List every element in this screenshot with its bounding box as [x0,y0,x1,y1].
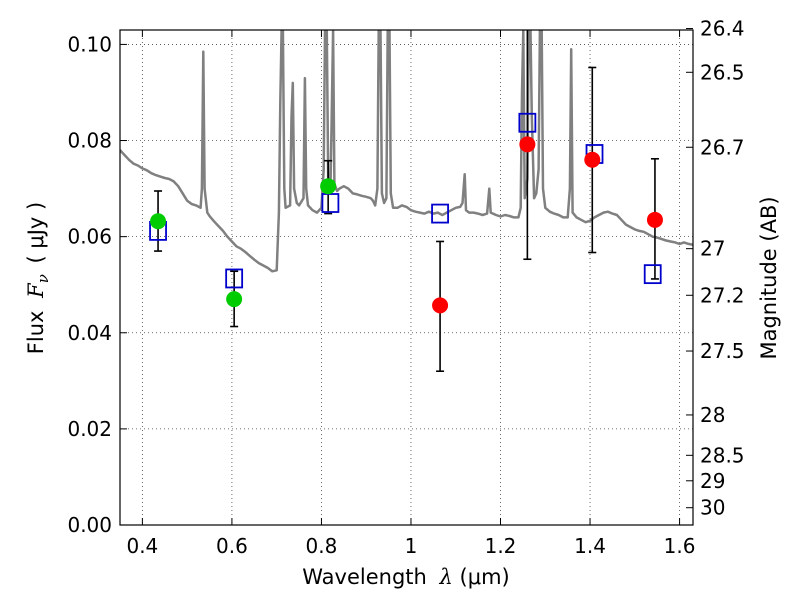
spectrum-layer [120,30,693,273]
magnitude-tick-label: 26.5 [700,60,745,84]
magnitude-tick-label: 28.5 [700,443,745,467]
magnitude-tick-label: 27 [700,237,725,261]
model-flux-square [431,203,449,224]
grid [120,30,693,526]
y-axis-label-symbol: F [24,282,48,299]
y-tick-label: 0.06 [67,225,112,249]
y-tick-label: 0.04 [67,321,112,345]
x-tick-label: 0.8 [306,534,338,558]
observed-flux-point [226,291,243,308]
y-axis-label-subscript: ν [34,274,52,283]
plot-background [120,30,693,525]
model-flux-square [643,264,662,285]
model-flux-square [321,193,340,213]
x-axis-label-symbol: λ [439,565,453,589]
x-axis-label-unit: (μm) [460,565,510,589]
marker-layer [149,112,663,314]
model-flux-square [225,268,244,289]
y-axis-label-unit: ( μJy ) [24,202,48,264]
x-axis-label: Wavelength λ (μm) [302,565,509,589]
magnitude-tick-label: 27.2 [700,283,745,307]
plot-frame [119,29,694,526]
y-tick-label: 0.10 [67,32,112,56]
x-tick-label: 0.6 [216,534,248,558]
observed-flux-point [584,151,601,168]
observed-flux-point [646,211,663,228]
x-tick-label: 1 [405,534,418,558]
model-flux-square [518,112,537,133]
magnitude-tick-label: 26.7 [700,135,745,159]
x-tick-label: 0.4 [126,534,158,558]
magnitude-tick-label: 27.5 [700,339,745,363]
x-axis-label-prefix: Wavelength [302,565,427,589]
magnitude-tick-label: 29 [700,469,725,493]
observed-flux-point [519,136,536,153]
y-tick-label: 0.00 [67,513,112,537]
x-tick-label: 1.6 [664,534,696,558]
model-spectrum-line [120,30,693,273]
x-tick-label: 1.2 [485,534,517,558]
magnitude-tick-label: 26.4 [700,17,745,41]
x-ticks: 0.4 0.6 0.8 1 1.2 1.4 1.6 [126,30,695,558]
magnitude-ticks: 26.4 26.5 26.7 27 27.2 27.5 28 28.529 30 [686,17,745,520]
observed-flux-point [432,297,449,314]
x-tick-label: 1.4 [574,534,606,558]
y-ticks: 0.00 0.02 0.04 0.06 0.08 0.10 [67,32,127,537]
magnitude-tick-label: 28 [700,403,725,427]
magnitude-tick-label: 30 [700,496,725,520]
y-tick-label: 0.08 [67,129,112,153]
y-axis-label: Flux Fν ( μJy ) [24,202,52,354]
observed-flux-point [320,178,337,195]
y-tick-label: 0.02 [67,417,112,441]
observed-flux-point [150,213,167,230]
right-axis-label: Magnitude (AB) [757,196,781,359]
y-axis-label-prefix: Flux [24,311,48,355]
